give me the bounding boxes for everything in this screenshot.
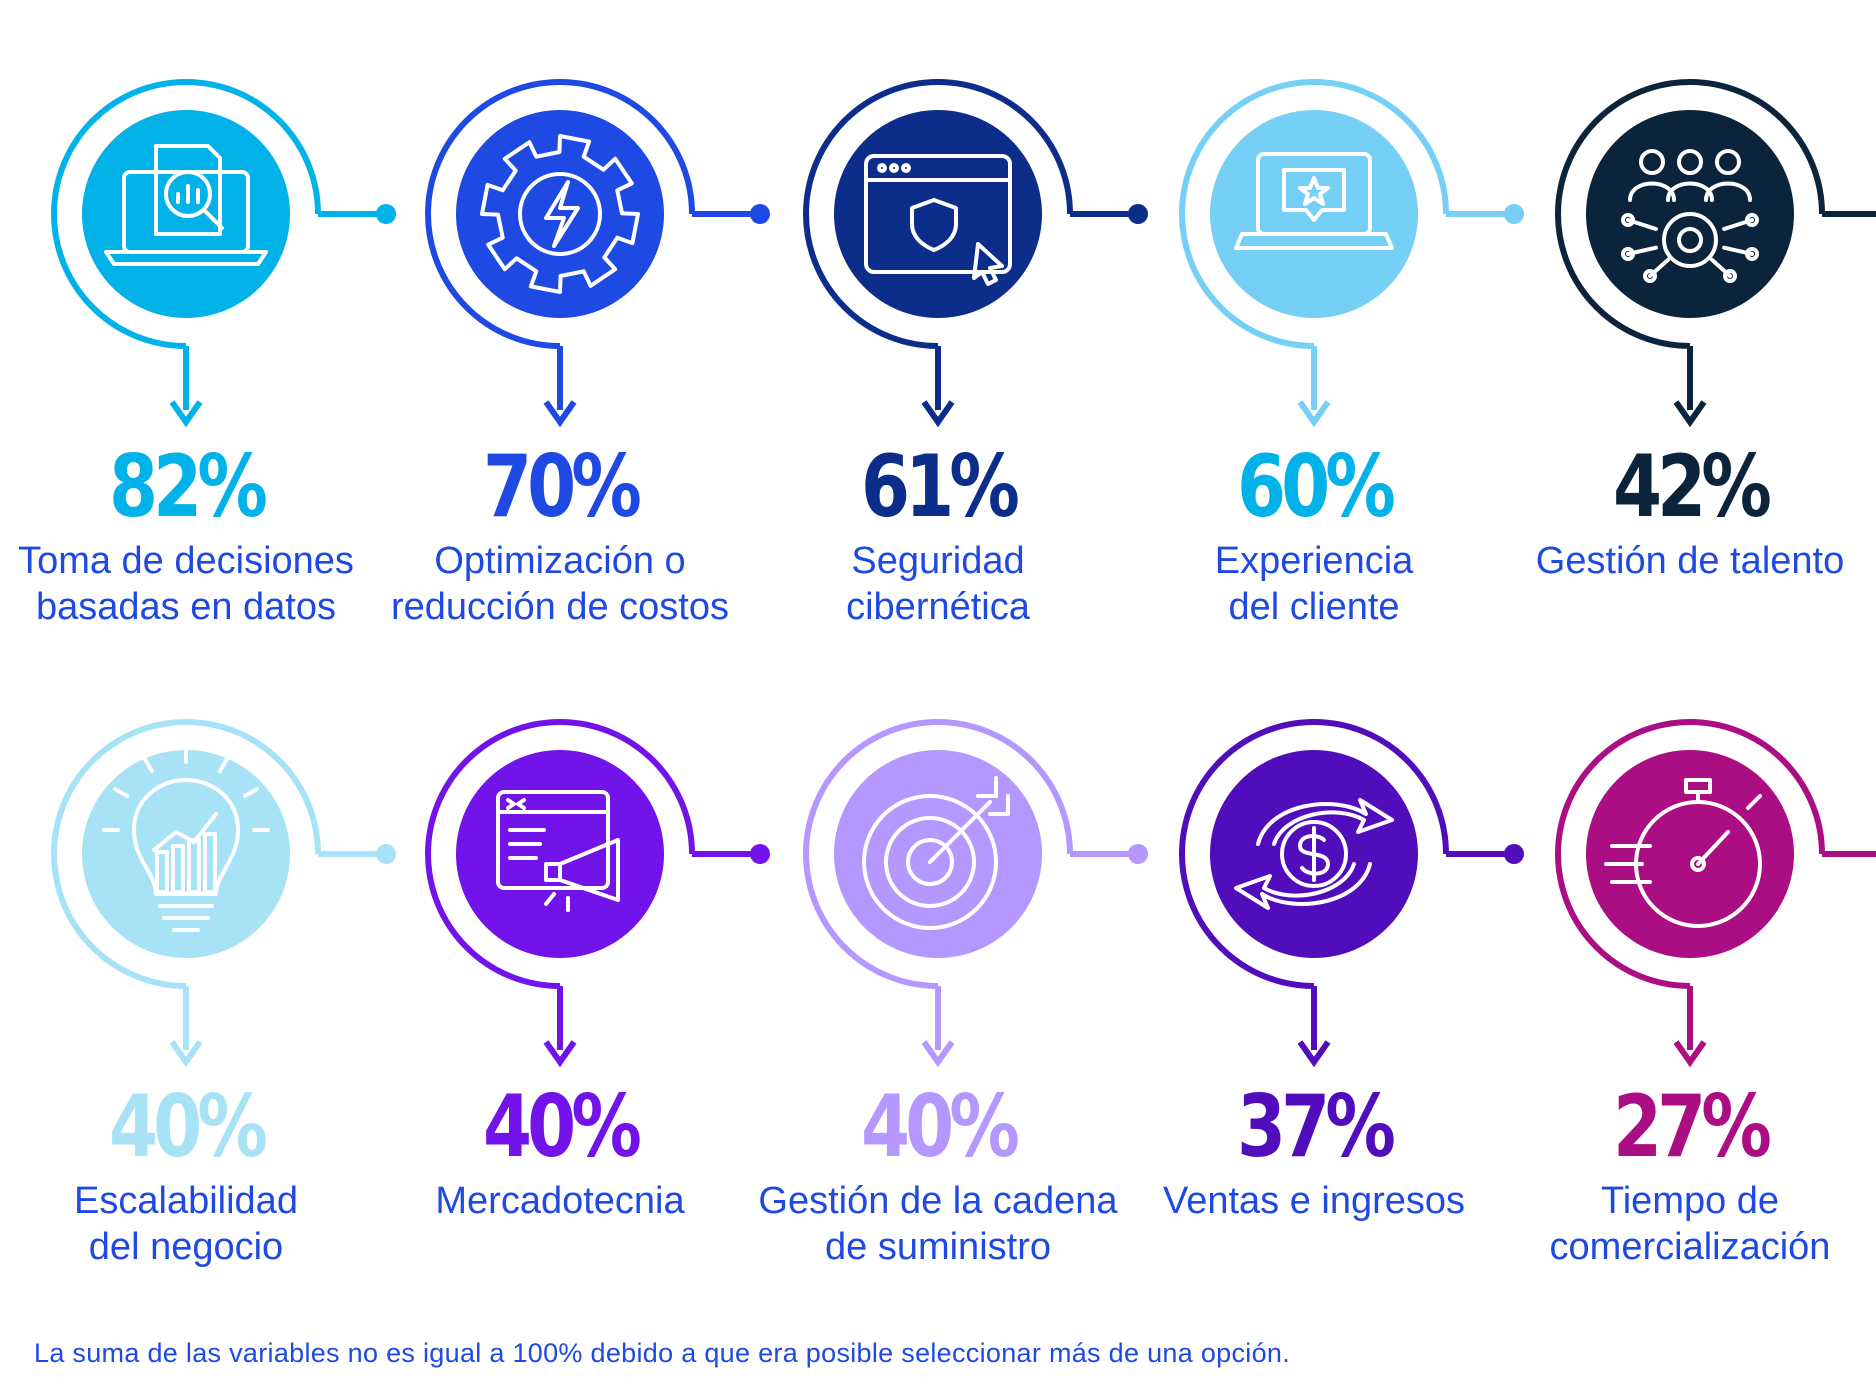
category-label: Gestión de talento bbox=[1535, 540, 1845, 582]
stat-item-4: 42% Gestión de talento bbox=[1502, 444, 1876, 584]
target-arrow-icon bbox=[862, 776, 1010, 930]
category-label: Tiempo de comercialización bbox=[1549, 1180, 1831, 1268]
stat-graphic-9 bbox=[1555, 719, 1876, 1068]
arrow-head bbox=[169, 1040, 203, 1068]
category-label: Toma de decisiones basadas en datos bbox=[18, 540, 354, 628]
arrow-head bbox=[921, 1040, 955, 1068]
stat-graphic-5 bbox=[51, 719, 396, 1068]
ring-arc bbox=[425, 719, 695, 989]
connector-dot bbox=[1504, 844, 1524, 864]
percent-value: 40% bbox=[108, 1077, 268, 1177]
percent-value: 37% bbox=[1236, 1077, 1396, 1177]
category-label: Experiencia del cliente bbox=[1214, 540, 1414, 628]
stat-item-6: 40% Mercadotecnia bbox=[372, 1084, 748, 1224]
connector-dot bbox=[1128, 204, 1148, 224]
arrow-head bbox=[1297, 400, 1331, 428]
ring-arc bbox=[803, 79, 1073, 349]
percent-value: 60% bbox=[1236, 437, 1396, 537]
browser-megaphone-icon bbox=[496, 790, 620, 912]
stat-graphic-3 bbox=[1179, 79, 1524, 428]
stopwatch-icon bbox=[1604, 778, 1762, 928]
connector-dot bbox=[376, 204, 396, 224]
stat-item-3: 60% Experiencia del cliente bbox=[1126, 444, 1502, 630]
stat-graphic-0 bbox=[51, 79, 396, 428]
connector-dot bbox=[1128, 844, 1148, 864]
percent-value: 61% bbox=[860, 437, 1020, 537]
stat-item-9: 27% Tiempo de comercialización bbox=[1502, 1084, 1876, 1270]
arrow-head bbox=[543, 400, 577, 428]
laptop-star-icon bbox=[1234, 152, 1394, 250]
stat-item-1: 70% Optimización o reducción de costos bbox=[372, 444, 748, 630]
arrow-head bbox=[543, 1040, 577, 1068]
gear-lightning-icon bbox=[480, 134, 640, 294]
category-label: Ventas e ingresos bbox=[1162, 1180, 1466, 1222]
ring-arc bbox=[51, 719, 321, 989]
stat-graphic-6 bbox=[425, 719, 770, 1068]
percent-value: 27% bbox=[1612, 1077, 1772, 1177]
arrow-head bbox=[169, 400, 203, 428]
category-label: Gestión de la cadena de suministro bbox=[758, 1180, 1118, 1268]
stat-graphic-1 bbox=[425, 79, 770, 428]
arrow-head bbox=[1673, 1040, 1707, 1068]
arrow-head bbox=[921, 400, 955, 428]
arrow-head bbox=[1673, 400, 1707, 428]
percent-value: 70% bbox=[482, 437, 642, 537]
stat-item-8: 37% Ventas e ingresos bbox=[1126, 1084, 1502, 1224]
stat-item-2: 61% Seguridad cibernética bbox=[750, 444, 1126, 630]
arrow-head bbox=[1297, 1040, 1331, 1068]
people-gear-icon bbox=[1621, 149, 1759, 283]
percent-value: 42% bbox=[1612, 437, 1772, 537]
ring-arc bbox=[1555, 79, 1825, 349]
stat-item-5: 40% Escalabilidad del negocio bbox=[0, 1084, 374, 1270]
footnote: La suma de las variables no es igual a 1… bbox=[34, 1338, 1290, 1368]
percent-value: 40% bbox=[860, 1077, 1020, 1177]
ring-arc bbox=[1179, 719, 1449, 989]
stat-graphic-7 bbox=[803, 719, 1148, 1068]
connector-dot bbox=[750, 844, 770, 864]
icon-circle bbox=[82, 750, 290, 958]
category-label: Mercadotecnia bbox=[435, 1180, 685, 1222]
stat-graphic-8 bbox=[1179, 719, 1524, 1068]
category-label: Escalabilidad del negocio bbox=[74, 1180, 298, 1268]
category-label: Optimización o reducción de costos bbox=[391, 540, 729, 628]
icon-circle bbox=[1210, 110, 1418, 318]
dollar-exchange-icon bbox=[1234, 798, 1394, 910]
connector-dot bbox=[1504, 204, 1524, 224]
ring-arc bbox=[51, 79, 321, 349]
percent-value: 82% bbox=[108, 437, 268, 537]
connector-dot bbox=[750, 204, 770, 224]
ring-arc bbox=[1555, 719, 1825, 989]
icon-circle bbox=[456, 750, 664, 958]
stat-graphic-2 bbox=[803, 79, 1148, 428]
stat-item-7: 40% Gestión de la cadena de suministro bbox=[750, 1084, 1126, 1270]
connector-dot bbox=[376, 844, 396, 864]
data-report-icon bbox=[104, 144, 268, 266]
percent-value: 40% bbox=[482, 1077, 642, 1177]
category-label: Seguridad cibernética bbox=[846, 540, 1030, 628]
browser-shield-icon bbox=[864, 154, 1012, 286]
ring-arc bbox=[425, 79, 695, 349]
ring-arc bbox=[803, 719, 1073, 989]
stat-item-0: 82% Toma de decisiones basadas en datos bbox=[0, 444, 374, 630]
lightbulb-chart-icon bbox=[102, 746, 270, 932]
ring-arc bbox=[1179, 79, 1449, 349]
stat-graphic-4 bbox=[1555, 79, 1876, 428]
